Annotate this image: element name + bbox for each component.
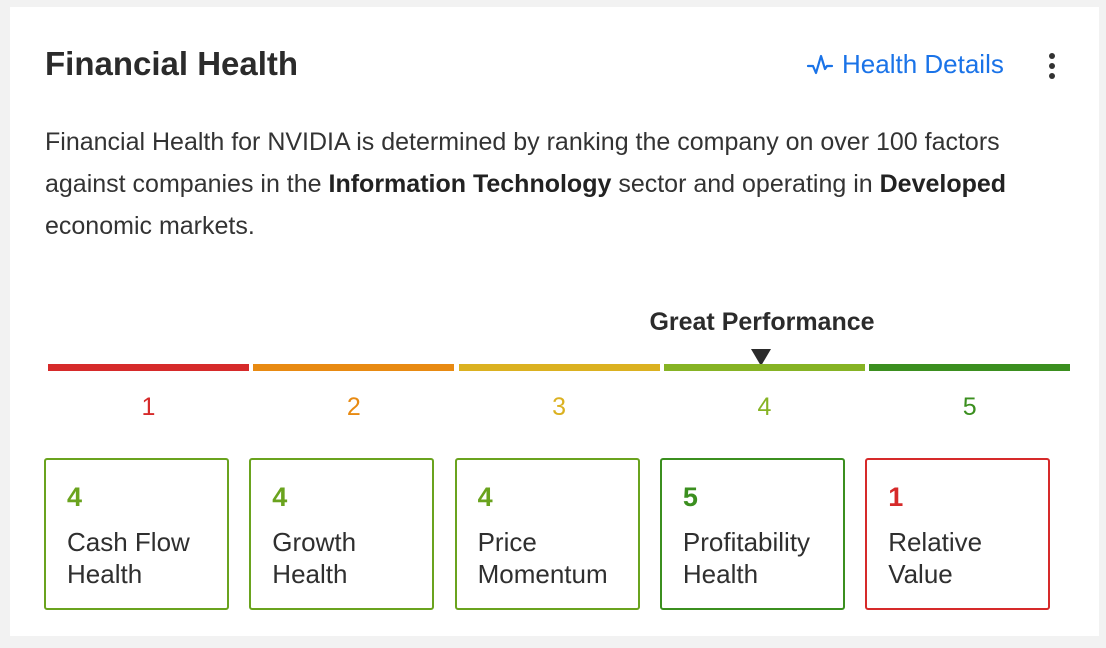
factor-label: Price Momentum [478,526,638,590]
factor-label-line-1: Price [477,527,537,557]
scale-number-1: 1 [141,393,156,421]
factor-label-line-2: Value [888,559,953,589]
factor-label-line-2: Health [67,559,143,589]
factor-label-line-1: Growth [272,527,357,557]
health-details-label: Health Details [842,49,1004,79]
health-description: Financial Health for NVIDIA is determine… [45,121,1075,247]
factor-label: Relative Value [888,526,1048,590]
scale-bar-2 [253,364,455,371]
scale-number-4: 4 [757,393,772,421]
scale-number-3: 3 [552,393,567,421]
factor-label-line-2: Health [682,559,759,589]
factor-score: 5 [682,482,698,512]
description-text-3: economic markets. [45,212,255,240]
factor-card-relative-value[interactable]: 1 Relative Value [865,458,1051,610]
factor-score: 4 [67,482,83,512]
scale-number-5: 5 [962,393,977,421]
scale-bar-5 [869,364,1071,371]
factor-label-line-2: Health [272,559,348,589]
factor-label-line-1: Relative [888,527,983,557]
factor-label: Growth Health [272,526,432,590]
factor-card-price-momentum[interactable]: 4 Price Momentum [454,458,640,610]
market-name: Developed [879,170,1007,198]
factor-label-line-1: Profitability [682,527,811,557]
performance-label: Great Performance [649,308,875,336]
scale-bar-3 [458,364,660,371]
sector-name: Information Technology [328,170,612,198]
factor-score: 1 [888,482,904,512]
factor-score: 4 [477,482,493,512]
card-title: Financial Health [45,45,299,82]
financial-health-card: Financial Health Health Details Financia… [10,7,1099,636]
factor-score: 4 [272,482,288,512]
factor-label-line-2: Momentum [477,559,608,589]
scale-number-2: 2 [346,393,361,421]
factor-label: Profitability Health [683,526,843,590]
description-text: Financial Health for NVIDIA is determine… [45,128,1000,198]
description-text-2: sector and operating in [611,170,880,198]
more-vertical-icon[interactable] [1042,51,1062,81]
health-details-link[interactable]: Health Details [806,49,1004,80]
factor-card-growth-health[interactable]: 4 Growth Health [249,458,435,610]
factor-label: Cash Flow Health [67,526,227,590]
scale-bar-1 [48,364,249,371]
factor-card-cash-flow-health[interactable]: 4 Cash Flow Health [44,458,229,610]
factor-card-profitability-health[interactable]: 5 Profitability Health [659,458,845,610]
factor-label-line-1: Cash Flow [67,527,190,557]
pulse-icon [806,54,834,74]
scale-bar-4 [663,364,865,371]
score-marker-icon [751,349,771,366]
